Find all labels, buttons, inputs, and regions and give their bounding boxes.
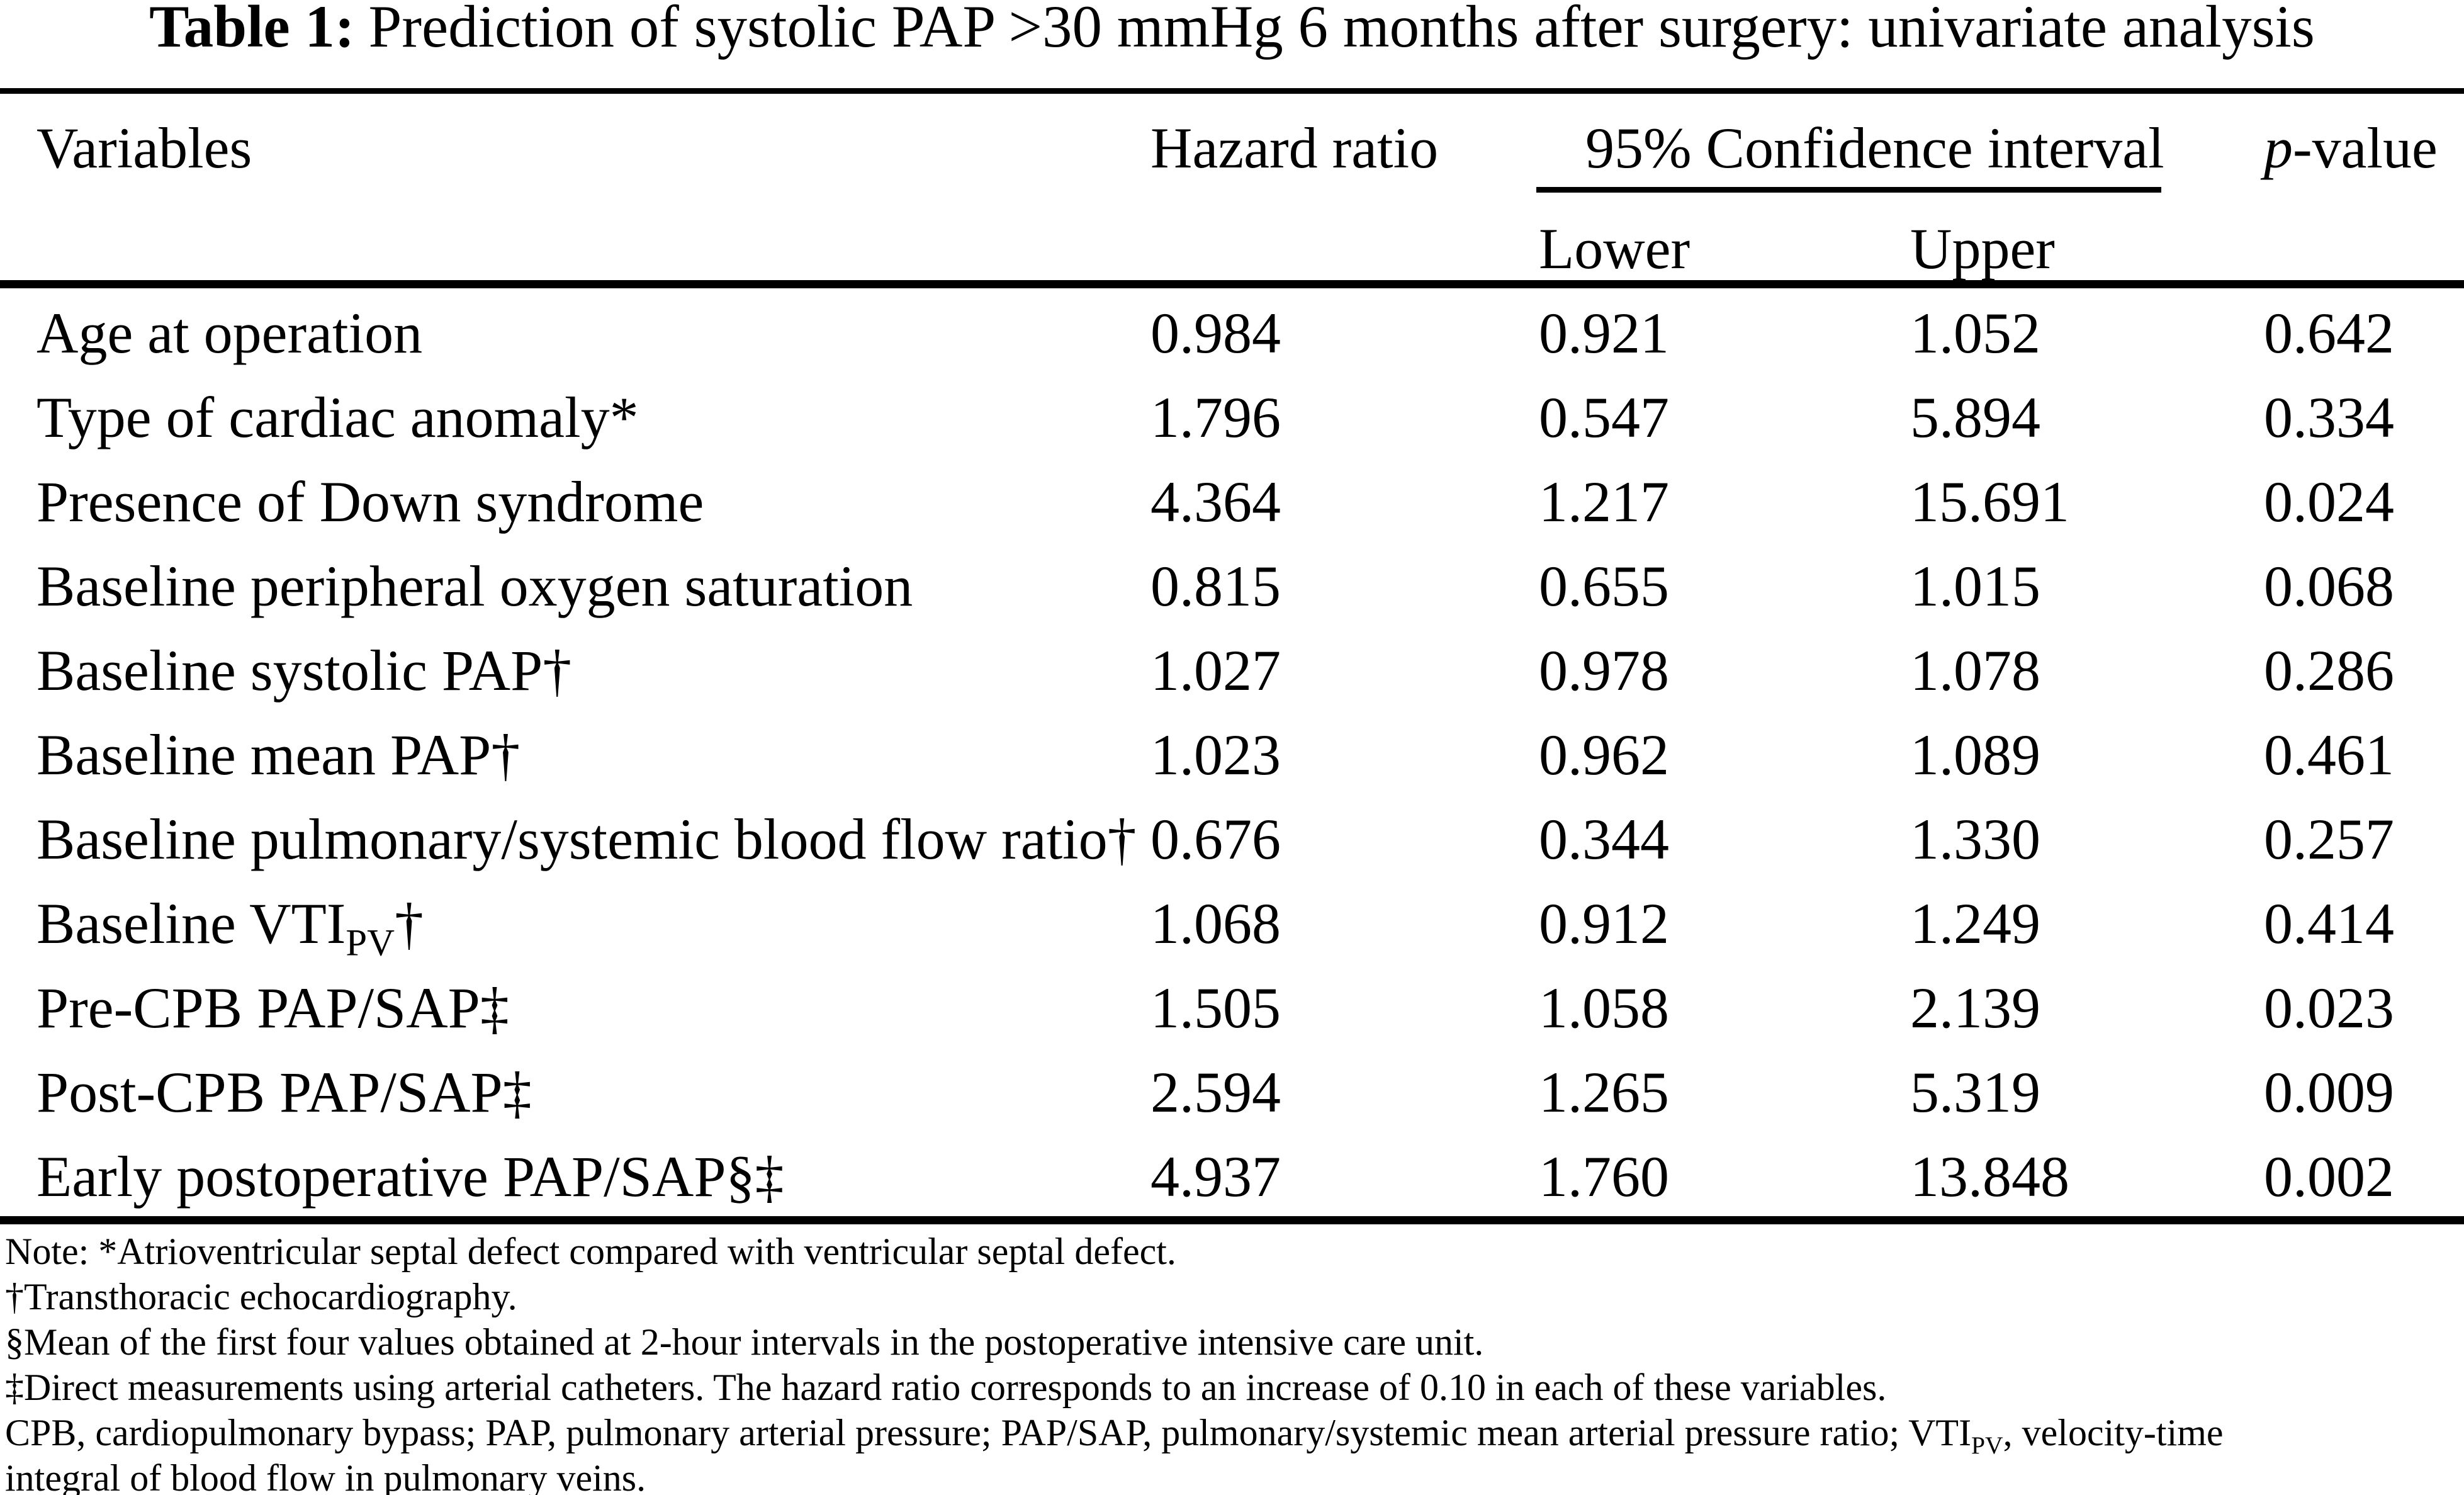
cell-variable: Age at operation: [37, 301, 423, 365]
cell-ci-lower: 0.547: [1539, 385, 1669, 449]
cell-ci-lower: 0.912: [1539, 891, 1669, 956]
table-body: Age at operation 0.984 0.921 1.052 0.642…: [0, 291, 2464, 1219]
cell-hazard-ratio: 1.505: [1150, 976, 1281, 1040]
column-header-ci-lower: Lower: [1539, 217, 1690, 281]
column-header-p-value: p-value: [2264, 113, 2438, 183]
footnote-abbreviations: CPB, cardiopulmonary bypass; PAP, pulmon…: [5, 1412, 2224, 1459]
table-row: Post-CPB PAP/SAP‡ 2.594 1.265 5.319 0.00…: [0, 1050, 2464, 1134]
cell-ci-lower: 0.978: [1539, 638, 1669, 702]
table-row: Baseline VTIPV† 1.068 0.912 1.249 0.414: [0, 881, 2464, 966]
table-number-label: Table 1:: [149, 0, 355, 60]
variable-suffix-symbol: †: [395, 891, 424, 956]
variable-subscript: PV: [346, 922, 395, 964]
footnotes-block: Note: *Atrioventricular septal defect co…: [5, 1229, 2460, 1495]
table-row: Baseline pulmonary/systemic blood flow r…: [0, 797, 2464, 881]
cell-p-value: 0.461: [2264, 723, 2394, 787]
column-header-hazard-ratio: Hazard ratio: [1150, 116, 1439, 180]
cell-ci-lower: 1.058: [1539, 976, 1669, 1040]
footnote-dagger: †Transthoracic echocardiography.: [5, 1276, 517, 1317]
cell-variable: Baseline mean PAP†: [37, 723, 520, 787]
cell-hazard-ratio: 4.937: [1150, 1144, 1281, 1209]
cell-p-value: 0.642: [2264, 301, 2394, 365]
cell-hazard-ratio: 0.815: [1150, 554, 1281, 618]
table-row: Baseline mean PAP† 1.023 0.962 1.089 0.4…: [0, 713, 2464, 797]
p-value-italic-p: p: [2264, 116, 2293, 180]
footnote-abbreviations-continued: integral of blood flow in pulmonary vein…: [5, 1457, 646, 1495]
cell-p-value: 0.257: [2264, 807, 2394, 871]
table-row: Age at operation 0.984 0.921 1.052 0.642: [0, 291, 2464, 375]
cell-ci-lower: 0.344: [1539, 807, 1669, 871]
cell-p-value: 0.286: [2264, 638, 2394, 702]
table-caption: Prediction of systolic PAP >30 mmHg 6 mo…: [368, 0, 2315, 60]
table-title: Table 1: Prediction of systolic PAP >30 m…: [0, 0, 2464, 58]
cell-p-value: 0.414: [2264, 891, 2394, 956]
column-header-ci-upper: Upper: [1910, 217, 2055, 281]
cell-ci-upper: 5.319: [1910, 1060, 2040, 1124]
cell-ci-upper: 15.691: [1910, 470, 2069, 534]
table-row: Pre-CPB PAP/SAP‡ 1.505 1.058 2.139 0.023: [0, 966, 2464, 1050]
cell-hazard-ratio: 1.068: [1150, 891, 1281, 956]
cell-ci-upper: 2.139: [1910, 976, 2040, 1040]
vti-subscript: PV: [1971, 1431, 2003, 1459]
table-row: Baseline systolic PAP† 1.027 0.978 1.078…: [0, 628, 2464, 713]
cell-ci-upper: 5.894: [1910, 385, 2040, 449]
cell-variable: Post-CPB PAP/SAP‡: [37, 1060, 532, 1124]
cell-ci-upper: 1.052: [1910, 301, 2040, 365]
cell-ci-upper: 13.848: [1910, 1144, 2069, 1209]
cell-ci-upper: 1.089: [1910, 723, 2040, 787]
rule-below-header: [0, 280, 2464, 288]
cell-hazard-ratio: 1.023: [1150, 723, 1281, 787]
cell-variable: Presence of Down syndrome: [37, 470, 704, 534]
footnote-note-asterisk: Note: *Atrioventricular septal defect co…: [5, 1231, 1176, 1272]
rule-below-table: [0, 1216, 2464, 1224]
column-header-confidence-interval: 95% Confidence interval: [1585, 116, 2164, 180]
table-row: Baseline peripheral oxygen saturation 0.…: [0, 544, 2464, 628]
cell-hazard-ratio: 0.676: [1150, 807, 1281, 871]
cell-ci-upper: 1.015: [1910, 554, 2040, 618]
table-row: Early postoperative PAP/SAP§‡ 4.937 1.76…: [0, 1134, 2464, 1219]
cell-ci-upper: 1.078: [1910, 638, 2040, 702]
cell-p-value: 0.002: [2264, 1144, 2394, 1209]
cell-ci-lower: 0.962: [1539, 723, 1669, 787]
cell-p-value: 0.009: [2264, 1060, 2394, 1124]
cell-variable: Early postoperative PAP/SAP§‡: [37, 1144, 784, 1209]
confidence-interval-underline: [1536, 187, 2161, 193]
footnote-double-dagger: ‡Direct measurements using arterial cath…: [5, 1367, 1887, 1408]
cell-ci-lower: 1.217: [1539, 470, 1669, 534]
rule-under-title: [0, 88, 2464, 94]
cell-variable: Baseline systolic PAP†: [37, 638, 572, 702]
footnote-section: §Mean of the first four values obtained …: [5, 1321, 1484, 1363]
cell-variable: Pre-CPB PAP/SAP‡: [37, 976, 509, 1040]
cell-p-value: 0.024: [2264, 470, 2394, 534]
cell-hazard-ratio: 4.364: [1150, 470, 1281, 534]
cell-ci-upper: 1.330: [1910, 807, 2040, 871]
cell-hazard-ratio: 2.594: [1150, 1060, 1281, 1124]
table-row: Type of cardiac anomaly* 1.796 0.547 5.8…: [0, 375, 2464, 460]
cell-ci-lower: 0.655: [1539, 554, 1669, 618]
p-value-rest: -value: [2293, 116, 2438, 180]
cell-hazard-ratio: 1.796: [1150, 385, 1281, 449]
cell-ci-lower: 1.760: [1539, 1144, 1669, 1209]
cell-ci-upper: 1.249: [1910, 891, 2040, 956]
cell-p-value: 0.334: [2264, 385, 2394, 449]
cell-ci-lower: 1.265: [1539, 1060, 1669, 1124]
cell-ci-lower: 0.921: [1539, 301, 1669, 365]
cell-hazard-ratio: 1.027: [1150, 638, 1281, 702]
cell-variable: Baseline VTIPV†: [37, 891, 424, 964]
table-row: Presence of Down syndrome 4.364 1.217 15…: [0, 460, 2464, 544]
cell-hazard-ratio: 0.984: [1150, 301, 1281, 365]
cell-variable: Baseline pulmonary/systemic blood flow r…: [37, 807, 1137, 871]
column-header-variables: Variables: [37, 116, 252, 180]
cell-p-value: 0.023: [2264, 976, 2394, 1040]
cell-variable: Type of cardiac anomaly*: [37, 385, 639, 449]
cell-p-value: 0.068: [2264, 554, 2394, 618]
cell-variable: Baseline peripheral oxygen saturation: [37, 554, 913, 618]
